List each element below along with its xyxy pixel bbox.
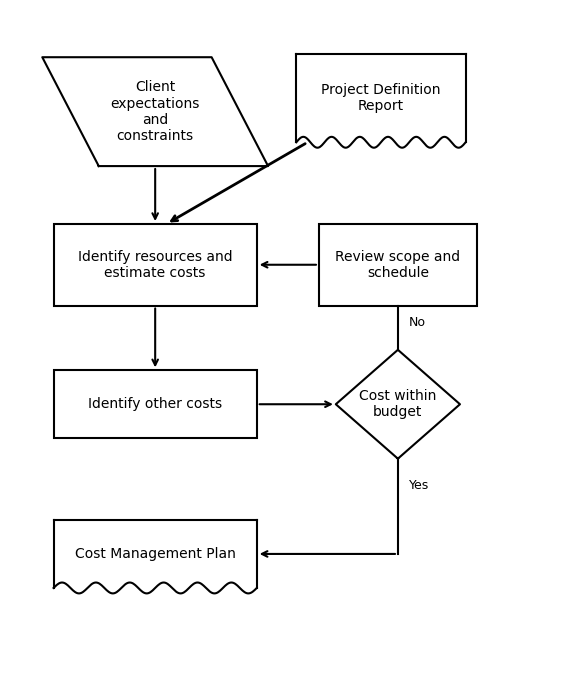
Text: No: No [409,316,426,329]
Text: Yes: Yes [409,479,429,492]
Text: Identify resources and
estimate costs: Identify resources and estimate costs [78,250,233,280]
Text: Client
expectations
and
constraints: Client expectations and constraints [111,80,200,143]
Polygon shape [42,57,268,166]
Polygon shape [336,350,460,459]
Polygon shape [296,54,466,142]
Text: Review scope and
schedule: Review scope and schedule [335,250,461,280]
Bar [319,224,477,305]
Text: Project Definition
Report: Project Definition Report [321,83,441,113]
Text: Cost Management Plan: Cost Management Plan [75,547,235,561]
Bar [54,370,256,438]
Polygon shape [54,520,256,588]
Bar [54,224,256,305]
Text: Cost within
budget: Cost within budget [359,389,437,419]
Text: Identify other costs: Identify other costs [88,397,222,411]
